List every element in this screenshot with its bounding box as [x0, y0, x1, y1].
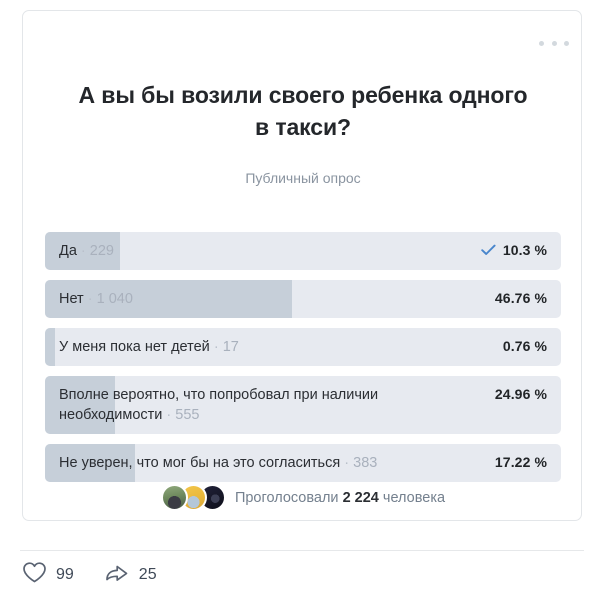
- voters-text: Проголосовали 2 224 человека: [235, 488, 445, 508]
- poll-option-row[interactable]: Вполне вероятно, что попробовал при нали…: [45, 376, 561, 434]
- poll-option-result: 24.96 %: [495, 385, 547, 402]
- voter-avatar-1[interactable]: [160, 484, 188, 511]
- poll-option-inner: Нет · 1 040 46.76 %: [45, 280, 561, 318]
- poll-option-count: · 17: [210, 339, 239, 355]
- poll-option-row[interactable]: Не уверен, что мог бы на это согласиться…: [45, 444, 561, 482]
- poll-option-fill: [45, 328, 56, 366]
- poll-option-count-value: 17: [222, 339, 239, 355]
- poll-options-list: Да · 229 10.3 % Нет · 1 040 46.76 % У меня п…: [45, 232, 561, 492]
- poll-option-fill: [45, 280, 292, 318]
- poll-option-count-value: 383: [353, 455, 378, 471]
- poll-option-percent: 10.3 %: [502, 242, 547, 258]
- poll-option-percent: 17.22 %: [494, 454, 547, 470]
- poll-option-count-value: 1 040: [96, 291, 133, 307]
- poll-option-label-text: Да: [59, 243, 77, 259]
- poll-option-count: · 555: [162, 407, 199, 423]
- footer-actions: 99 25: [22, 561, 187, 589]
- poll-option-row[interactable]: Да · 229 10.3 %: [45, 232, 561, 270]
- overflow-dot: [539, 40, 544, 46]
- poll-option-percent: 0.76 %: [502, 338, 547, 354]
- poll-option-count-value: 229: [89, 243, 114, 259]
- poll-option-row[interactable]: У меня пока нет детей · 17 0.76 %: [45, 328, 561, 366]
- poll-option-label: Не уверен, что мог бы на это согласиться…: [59, 453, 377, 473]
- poll-option-separator: ·: [80, 243, 86, 259]
- share-button[interactable]: 25: [104, 562, 157, 589]
- voter-avatar-group[interactable]: [160, 484, 226, 511]
- poll-option-label-text: Вполне вероятно, что попробовал при нали…: [59, 387, 379, 423]
- poll-option-label: Да · 229: [59, 241, 114, 261]
- voters-prefix: Проголосовали: [234, 489, 343, 506]
- checkmark-icon: [481, 244, 496, 256]
- poll-option-inner: Не уверен, что мог бы на это согласиться…: [45, 444, 561, 482]
- poll-title: А вы бы возили своего ребенка одного в т…: [78, 82, 528, 140]
- poll-option-result: 17.22 %: [495, 453, 547, 470]
- overflow-dots-icon[interactable]: [539, 35, 569, 51]
- poll-option-count: · 229: [77, 243, 114, 259]
- poll-option-count-value: 555: [175, 407, 200, 423]
- share-arrow-icon: [104, 562, 130, 589]
- poll-option-separator: ·: [213, 339, 219, 355]
- poll-option-separator: ·: [166, 407, 172, 423]
- poll-option-inner: У меня пока нет детей · 17 0.76 %: [45, 328, 561, 366]
- poll-option-label-text: Нет: [59, 291, 84, 307]
- poll-option-label: Нет · 1 040: [59, 289, 133, 309]
- poll-option-result: 0.76 %: [503, 337, 547, 354]
- like-count: 99: [56, 566, 74, 583]
- overflow-dot: [564, 40, 569, 46]
- voters-suffix: человека: [378, 489, 446, 506]
- heart-icon: [22, 561, 47, 589]
- poll-option-label: Вполне вероятно, что попробовал при нали…: [59, 385, 459, 425]
- poll-option-label-text: Не уверен, что мог бы на это согласиться: [59, 455, 341, 471]
- poll-option-separator: ·: [87, 291, 93, 307]
- footer-divider: [20, 550, 584, 551]
- poll-option-fill: [45, 444, 136, 482]
- poll-subtitle: Публичный опрос: [245, 170, 361, 186]
- poll-option-count: · 1 040: [84, 291, 133, 307]
- poll-option-separator: ·: [344, 455, 350, 471]
- poll-option-fill: [45, 376, 115, 434]
- poll-option-inner: Вполне вероятно, что попробовал при нали…: [45, 376, 561, 434]
- poll-option-percent: 24.96 %: [494, 386, 547, 402]
- voters-count: 2 224: [342, 489, 379, 506]
- poll-card: А вы бы возили своего ребенка одного в т…: [22, 10, 582, 521]
- poll-option-result: 10.3 %: [481, 241, 547, 258]
- share-count: 25: [138, 566, 157, 583]
- poll-voters: Проголосовали 2 224 человека: [45, 484, 561, 511]
- poll-option-label: У меня пока нет детей · 17: [59, 337, 239, 357]
- poll-option-fill: [45, 232, 120, 270]
- poll-option-row[interactable]: Нет · 1 040 46.76 %: [45, 280, 561, 318]
- overflow-dot: [551, 40, 557, 46]
- poll-option-result: 46.76 %: [495, 289, 547, 306]
- poll-option-label-text: У меня пока нет детей: [59, 339, 210, 355]
- like-button[interactable]: 99: [22, 561, 74, 589]
- poll-option-inner: Да · 229 10.3 %: [45, 232, 561, 270]
- poll-option-count: · 383: [340, 455, 377, 471]
- poll-option-percent: 46.76 %: [494, 290, 547, 306]
